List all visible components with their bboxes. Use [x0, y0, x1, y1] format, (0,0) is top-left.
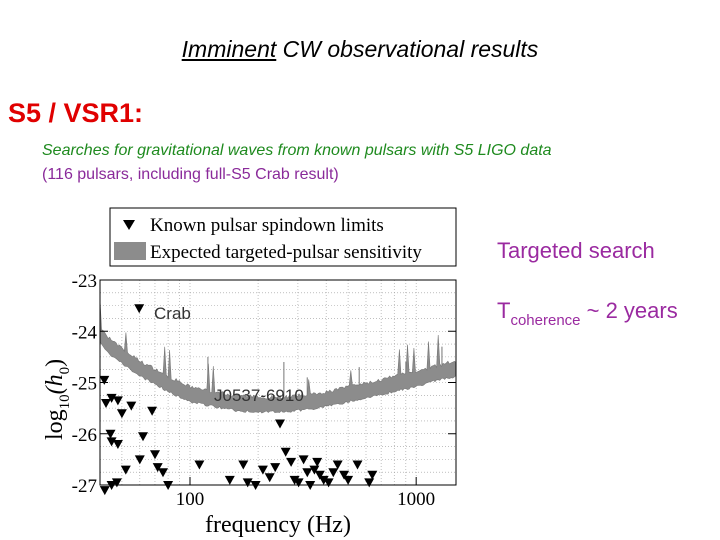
spindown-marker	[314, 470, 325, 480]
slide-title: Imminent CW observational results	[0, 36, 720, 63]
y-tick-label: -24	[72, 322, 98, 343]
spindown-points	[99, 304, 378, 496]
spindown-marker	[138, 432, 148, 442]
y-tick-label: -23	[72, 271, 97, 292]
side-label-rest: ~ 2 years	[580, 298, 678, 323]
legend-label-sensitivity: Expected targeted-pulsar sensitivity	[150, 242, 422, 263]
spindown-marker	[270, 463, 281, 473]
spindown-marker	[194, 460, 205, 470]
subtitle-line-1: Searches for gravitational waves from kn…	[42, 142, 552, 159]
spindown-marker	[302, 468, 313, 478]
spindown-marker	[101, 399, 111, 408]
legend-band-marker	[114, 242, 146, 260]
spindown-marker	[152, 463, 163, 473]
spindown-marker	[105, 429, 116, 439]
spindown-marker	[298, 455, 309, 465]
spindown-marker	[242, 478, 253, 488]
ylabel-sub2: 0	[57, 367, 73, 375]
spindown-marker	[264, 473, 275, 483]
svg-text:log10(h0): log10(h0)	[42, 359, 73, 440]
ylabel-close: )	[42, 359, 68, 367]
spindown-marker	[293, 478, 304, 488]
legend-label-spindown: Known pulsar spindown limits	[150, 215, 384, 236]
spindown-marker	[309, 465, 320, 475]
side-label-sub: coherence	[510, 312, 581, 329]
spindown-marker	[289, 475, 300, 485]
ylabel-paren: (h	[42, 374, 68, 394]
spindown-marker	[99, 375, 110, 385]
spindown-marker	[339, 470, 350, 480]
y-tick-label: -26	[72, 425, 97, 446]
spindown-marker	[112, 440, 123, 449]
spindown-marker	[367, 470, 378, 480]
spindown-marker	[120, 465, 131, 475]
spindown-marker	[257, 465, 268, 475]
annotation-j0537: J0537-6910	[214, 386, 304, 405]
spindown-marker	[106, 393, 117, 403]
spindown-marker	[99, 486, 110, 496]
spindown-marker	[332, 460, 343, 470]
spindown-marker	[318, 475, 329, 485]
spindown-marker	[352, 460, 363, 470]
spindown-marker	[328, 468, 339, 478]
spindown-marker	[111, 478, 122, 488]
y-axis-label: log10(h0)	[42, 359, 73, 440]
spindown-marker	[323, 478, 334, 488]
ylabel-sub: 10	[57, 394, 73, 409]
spindown-marker	[112, 396, 123, 406]
spindown-marker	[286, 457, 297, 467]
side-label-t: T	[497, 298, 511, 323]
y-tick-label: -25	[72, 374, 97, 395]
spindown-marker	[150, 450, 160, 460]
spindown-marker	[224, 475, 235, 485]
spindown-marker	[364, 478, 375, 488]
x-axis-label: frequency (Hz)	[205, 512, 351, 538]
y-tick-label: -27	[72, 476, 97, 497]
subtitle-line-2: (116 pulsars, including full-S5 Crab res…	[42, 166, 339, 183]
spindown-marker	[238, 460, 249, 470]
title-underlined: Imminent	[181, 36, 277, 62]
legend-triangle-marker	[123, 220, 135, 230]
ylabel-log: log	[42, 409, 68, 440]
x-tick-label: 100	[176, 489, 205, 510]
spindown-marker	[275, 419, 285, 429]
spindown-marker	[280, 447, 291, 457]
x-tick-label: 1000	[397, 489, 435, 510]
spindown-marker	[116, 409, 127, 419]
axis-ticks: -23 -24 -25 -26 -27 100 1000	[72, 271, 456, 510]
spindown-marker	[134, 455, 145, 465]
spindown-marker	[158, 468, 168, 478]
annotation-crab: Crab	[154, 304, 191, 323]
side-label-coherence: Tcoherence ~ 2 years	[497, 298, 678, 329]
side-label-targeted: Targeted search	[497, 238, 655, 263]
title-rest: CW observational results	[276, 36, 539, 62]
section-heading: S5 / VSR1:	[8, 98, 144, 128]
legend-box	[109, 207, 457, 267]
spindown-marker	[312, 457, 323, 467]
spindown-marker	[343, 475, 354, 485]
spindown-marker	[126, 401, 137, 411]
spindown-marker	[106, 437, 117, 447]
legend: Known pulsar spindown limits Expected ta…	[109, 207, 457, 267]
spindown-marker	[147, 406, 158, 416]
spindown-marker	[134, 304, 145, 314]
